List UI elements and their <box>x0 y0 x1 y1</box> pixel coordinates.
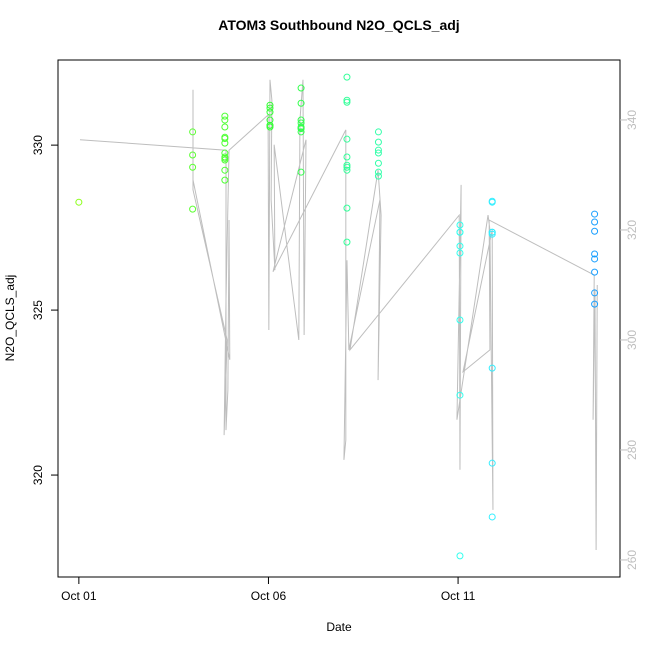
data-point <box>591 250 599 258</box>
data-point <box>343 96 351 104</box>
data-point <box>374 149 382 157</box>
data-point <box>456 228 464 236</box>
data-point <box>591 218 599 226</box>
data-point <box>591 255 599 263</box>
data-point <box>297 99 305 107</box>
data-point <box>343 163 351 171</box>
data-point <box>591 300 599 308</box>
data-point <box>297 116 305 124</box>
data-point <box>591 268 599 276</box>
data-point <box>343 166 351 174</box>
data-point <box>266 121 274 129</box>
data-point <box>591 227 599 235</box>
data-point <box>297 168 305 176</box>
data-point <box>221 153 229 161</box>
y2-tick-label: 320 <box>625 220 639 240</box>
y2-tick-label: 300 <box>625 330 639 350</box>
data-point <box>189 128 197 136</box>
data-point <box>374 146 382 154</box>
data-point <box>488 513 496 521</box>
data-point <box>456 221 464 229</box>
y-axis-label: N2O_QCLS_adj <box>3 275 17 362</box>
data-point <box>266 108 274 116</box>
data-point <box>221 135 229 143</box>
x-axis-label: Date <box>326 620 352 634</box>
y2-tick-label: 280 <box>625 440 639 460</box>
x-tick-label: Oct 01 <box>61 589 97 603</box>
data-point <box>343 153 351 161</box>
data-point <box>343 73 351 81</box>
chart-title: ATOM3 Southbound N2O_QCLS_adj <box>218 17 459 33</box>
data-point <box>591 289 599 297</box>
data-point <box>221 149 229 157</box>
data-point <box>297 84 305 92</box>
data-point <box>343 204 351 212</box>
data-point <box>221 123 229 131</box>
plot-frame <box>57 59 621 578</box>
data-point <box>343 161 351 169</box>
data-point <box>189 205 197 213</box>
data-point <box>221 116 229 124</box>
data-point <box>189 151 197 159</box>
y-tick-label: 320 <box>31 465 45 485</box>
data-point <box>488 459 496 467</box>
data-point <box>374 138 382 146</box>
data-point <box>75 198 83 206</box>
data-point <box>456 316 464 324</box>
data-point <box>221 166 229 174</box>
data-point <box>266 101 274 109</box>
y-tick-label: 325 <box>31 300 45 320</box>
data-point <box>488 228 496 236</box>
data-point <box>456 391 464 399</box>
data-point <box>221 156 229 164</box>
data-point <box>456 249 464 257</box>
data-point <box>488 198 496 206</box>
data-point <box>221 176 229 184</box>
data-point <box>374 168 382 176</box>
data-point <box>343 238 351 246</box>
y-tick-label: 330 <box>31 135 45 155</box>
x-tick-label: Oct 06 <box>251 589 287 603</box>
data-point <box>591 210 599 218</box>
data-point <box>374 159 382 167</box>
data-point <box>456 552 464 560</box>
data-point <box>456 242 464 250</box>
data-point <box>374 172 382 180</box>
data-point <box>343 98 351 106</box>
data-point <box>266 116 274 124</box>
data-point <box>297 128 305 136</box>
y2-tick-label: 340 <box>625 110 639 130</box>
data-point <box>374 128 382 136</box>
data-point <box>266 104 274 112</box>
x-tick-label: Oct 11 <box>441 589 476 603</box>
data-point <box>189 163 197 171</box>
data-line <box>79 79 598 551</box>
data-point <box>343 135 351 143</box>
data-point <box>221 112 229 120</box>
data-point <box>488 230 496 238</box>
data-point <box>488 364 496 372</box>
y2-tick-label: 260 <box>625 550 639 570</box>
data-point <box>297 125 305 133</box>
data-point <box>221 139 229 147</box>
